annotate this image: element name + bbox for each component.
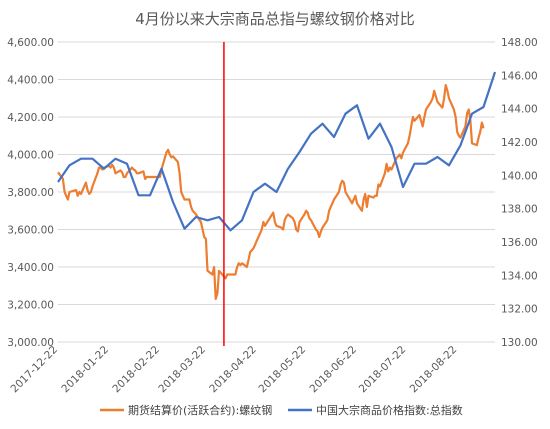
left-axis-labels: 3,000.00 3,200.00 3,400.00 3,600.00 3,800.00… [7, 37, 54, 349]
left-tick-label: 4,600.00 [7, 37, 54, 49]
x-tick-label: 2018-08-22 [408, 344, 460, 396]
left-tick-label: 3,600.00 [7, 225, 54, 237]
right-tick-label: 146.00 [501, 70, 538, 82]
legend-label-1: 期货结算价(活跃合约):螺纹钢 [128, 403, 272, 417]
x-tick-label: 2017-12-22 [8, 344, 60, 396]
left-tick-label: 3,200.00 [7, 300, 54, 312]
series-line-2 [57, 71, 497, 232]
right-axis-labels: 130.00 132.00 134.00 136.00 138.00 140.00 142.… [501, 37, 538, 349]
left-tick-label: 3,800.00 [7, 187, 54, 199]
left-tick-label: 3,400.00 [7, 262, 54, 274]
right-tick-label: 148.00 [501, 37, 538, 49]
x-tick-label: 2018-01-22 [59, 344, 111, 396]
x-tick-label: 2018-02-22 [110, 344, 162, 396]
right-tick-label: 130.00 [501, 337, 538, 349]
left-tick-label: 4,400.00 [7, 75, 54, 87]
left-tick-label: 3,000.00 [7, 337, 54, 349]
right-tick-label: 140.00 [501, 170, 538, 182]
right-tick-label: 134.00 [501, 270, 538, 282]
x-tick-label: 2018-04-22 [207, 344, 259, 396]
series-lines [57, 71, 497, 300]
x-axis-labels: 2017-12-22 2018-01-22 2018-02-222018-03-22… [8, 344, 459, 396]
right-tick-label: 144.00 [501, 104, 538, 116]
right-tick-label: 136.00 [501, 237, 538, 249]
legend: 期货结算价(活跃合约):螺纹钢 中国大宗商品价格指数:总指数 [100, 403, 463, 417]
x-tick-label: 2018-03-22 [156, 344, 208, 396]
x-tick-label: 2018-06-22 [307, 344, 359, 396]
x-tick-label: 2018-05-22 [257, 344, 309, 396]
series-line-1 [57, 83, 485, 300]
chart-title: 4月份以来大宗商品总指与螺纹钢价格对比 [135, 10, 415, 28]
x-tick-label: 2018-07-22 [357, 344, 409, 396]
right-tick-label: 132.00 [501, 304, 538, 316]
left-tick-label: 4,200.00 [7, 112, 54, 124]
legend-label-2: 中国大宗商品价格指数:总指数 [316, 403, 463, 417]
left-tick-label: 4,000.00 [7, 150, 54, 162]
right-tick-label: 138.00 [501, 204, 538, 216]
right-tick-label: 142.00 [501, 137, 538, 149]
